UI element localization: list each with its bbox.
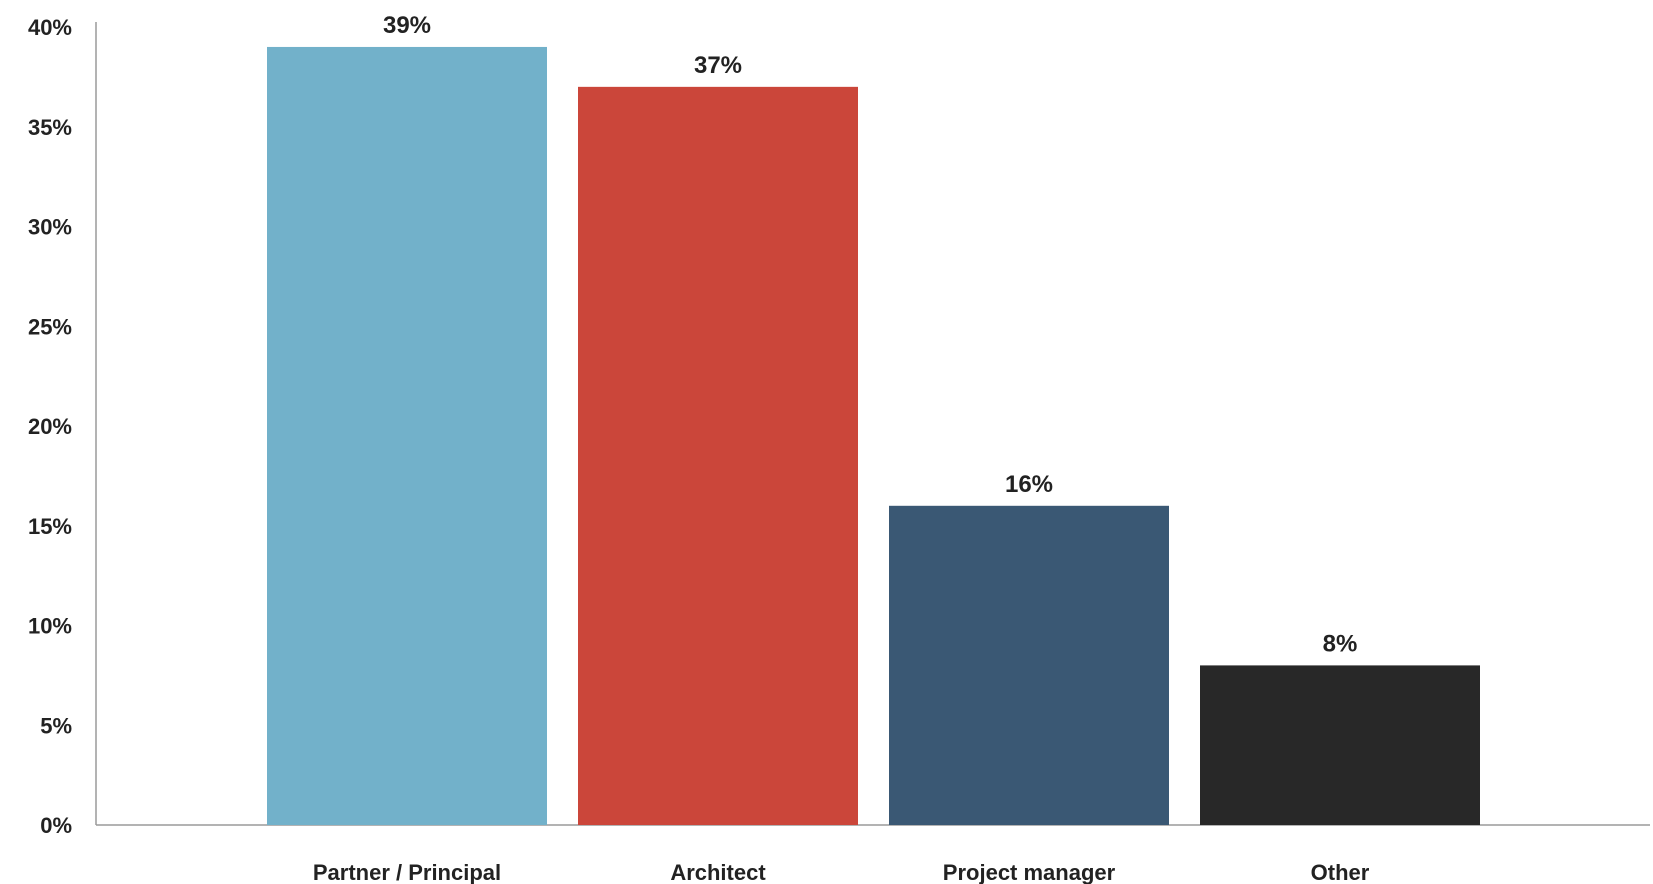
category-labels-group: Partner / Principal Architect Project mana…	[313, 860, 1370, 884]
bar	[267, 46, 547, 825]
data-label: 37%	[694, 52, 742, 79]
data-label: 8%	[1323, 630, 1358, 657]
bars-group	[267, 46, 1480, 826]
y-tick-label: 10%	[28, 614, 72, 639]
y-tick-label: 40%	[28, 15, 72, 40]
data-labels-group: 39% 37% 16% 8%	[383, 12, 1357, 657]
category-label: Partner / Principal	[313, 860, 501, 884]
bar	[1200, 665, 1480, 825]
data-label: 16%	[1005, 471, 1053, 498]
category-label: Architect	[670, 860, 766, 884]
category-label: Other	[1311, 860, 1370, 884]
y-tick-label: 15%	[28, 514, 72, 539]
y-tick-label: 35%	[28, 115, 72, 140]
y-tick-label: 0%	[40, 813, 72, 838]
y-tick-label: 20%	[28, 414, 72, 439]
y-axis-ticks: 0% 5% 10% 15% 20% 25% 30% 35% 40%	[28, 15, 72, 838]
bar	[578, 86, 858, 826]
y-tick-label: 25%	[28, 314, 72, 339]
category-label: Project manager	[943, 860, 1116, 884]
y-tick-label: 30%	[28, 215, 72, 240]
bar	[889, 505, 1169, 825]
data-label: 39%	[383, 12, 431, 39]
y-tick-label: 5%	[40, 713, 72, 738]
